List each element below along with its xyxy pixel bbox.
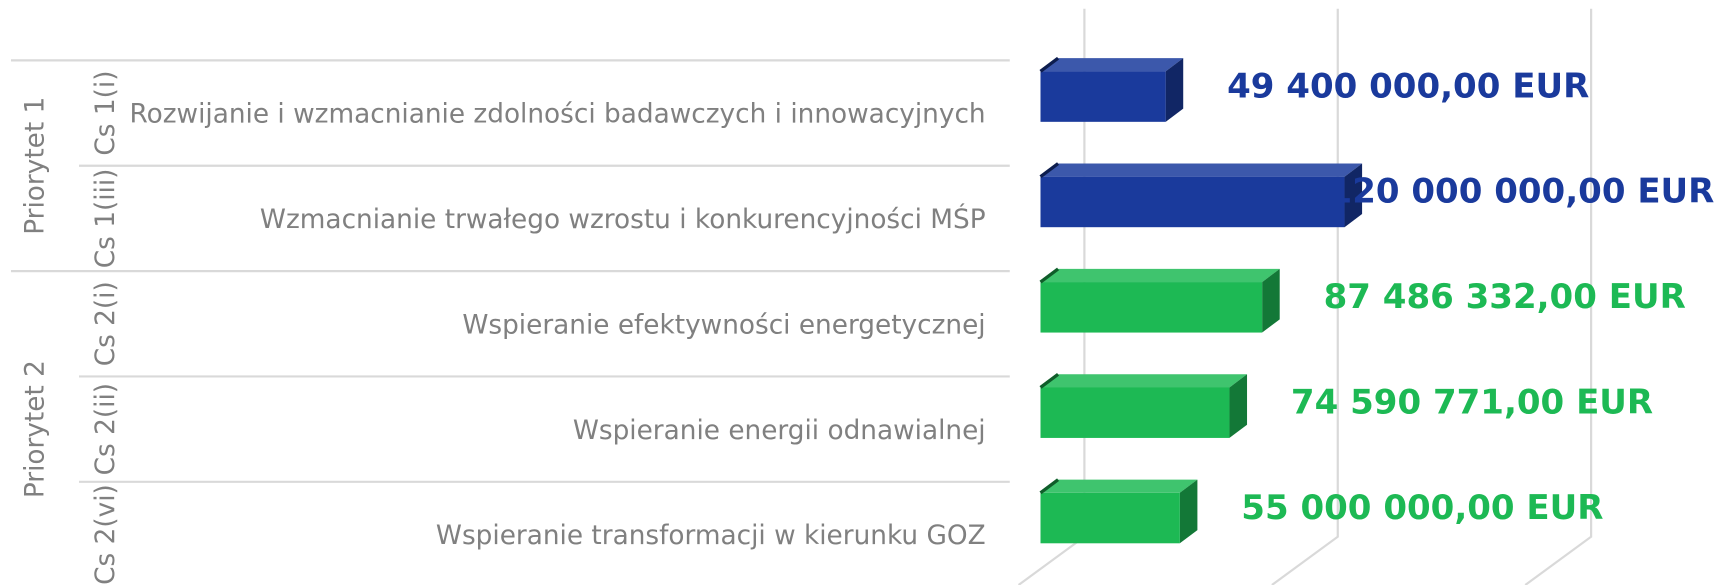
category-label: Rozwijanie i wzmacnianie zdolności badaw…: [130, 100, 986, 130]
bar-top: [1040, 163, 1363, 177]
bar-front: [1040, 71, 1166, 122]
category-code: Cs 2(i): [91, 281, 121, 366]
category-code: Cs 1(iii): [91, 169, 121, 269]
value-label: 120 000 000,00 EUR: [1329, 172, 1715, 212]
bar-edge: [1039, 478, 1060, 495]
bar: [1039, 478, 1198, 544]
category-code: Cs 1(i): [91, 71, 121, 156]
bar-edge: [1039, 372, 1060, 389]
category-label: Wzmacnianie trwałego wzrostu i konkurenc…: [260, 203, 986, 235]
bar-edge: [1039, 267, 1060, 284]
bar-top: [1040, 479, 1198, 493]
value-label: 74 590 771,00 EUR: [1291, 382, 1653, 422]
bar-side: [1344, 163, 1363, 228]
category-label: Wspieranie energii odnawialnej: [573, 416, 986, 446]
bar: [1039, 56, 1184, 122]
bar: [1039, 372, 1248, 438]
bar-top: [1040, 374, 1248, 388]
bar-front: [1040, 492, 1180, 544]
bar-edge: [1039, 56, 1060, 73]
bar-front: [1040, 176, 1345, 228]
bar-front: [1040, 282, 1263, 333]
value-label: 55 000 000,00 EUR: [1241, 488, 1603, 528]
bar: [1039, 267, 1280, 333]
bar-side: [1179, 479, 1198, 544]
group-label: Priorytet 1: [21, 97, 51, 235]
group-label: Priorytet 2: [21, 360, 51, 498]
value-label: 49 400 000,00 EUR: [1227, 66, 1589, 106]
bar: [1039, 162, 1363, 228]
category-code: Cs 2(ii): [91, 383, 121, 475]
bar-top: [1040, 58, 1184, 72]
bar-side: [1229, 374, 1248, 438]
bar-front: [1040, 387, 1230, 438]
grid-line: [1524, 8, 1593, 585]
bar-side: [1262, 268, 1280, 333]
category-label: Wspieranie efektywności energetycznej: [462, 310, 985, 340]
value-label: 87 486 332,00 EUR: [1324, 277, 1686, 317]
bar-top: [1040, 268, 1280, 283]
category-label: Wspieranie transformacji w kierunku GOZ: [436, 521, 986, 551]
bar-edge: [1039, 162, 1060, 179]
bar-side: [1165, 58, 1184, 122]
category-code: Cs 2(vi): [91, 484, 121, 585]
